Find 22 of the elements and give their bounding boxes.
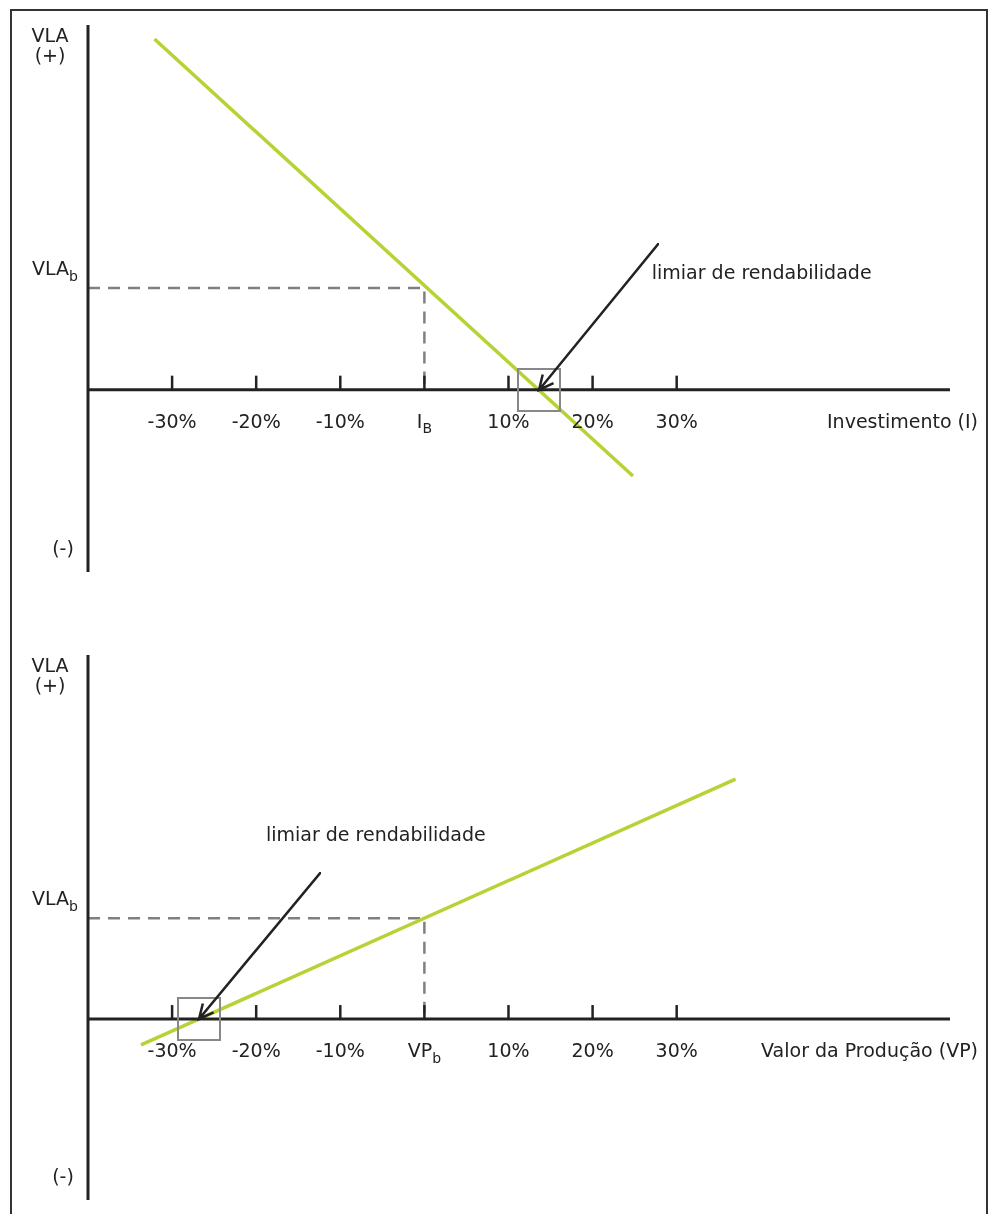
x-tick-label: 30% bbox=[655, 1038, 698, 1061]
annotation: limiar de rendabilidade bbox=[265, 822, 486, 845]
x-tick-label: -20% bbox=[231, 409, 281, 432]
text: (-) bbox=[52, 536, 74, 559]
x-tick-label: 30% bbox=[655, 409, 698, 432]
annotation: limiar de rendabilidade bbox=[651, 260, 872, 283]
x-axis-title: Investimento (I) bbox=[827, 409, 979, 432]
x-tick-label: -30% bbox=[147, 1038, 197, 1061]
y-axis-title: VLA bbox=[31, 23, 69, 46]
x-tick-label: -20% bbox=[231, 1038, 281, 1061]
x-tick-label: 10% bbox=[487, 1038, 530, 1061]
x-tick-label: 20% bbox=[571, 409, 614, 432]
x-tick-label: -30% bbox=[147, 409, 197, 432]
x-tick-label: -10% bbox=[315, 409, 365, 432]
x-tick-label: -10% bbox=[315, 1038, 365, 1061]
x-axis-title: Valor da Produção (VP) bbox=[761, 1038, 979, 1061]
y-axis-title: VLA bbox=[31, 653, 69, 676]
text: (+) bbox=[34, 43, 66, 66]
x-tick-label: 20% bbox=[571, 1038, 614, 1061]
x-tick-label: 10% bbox=[487, 409, 530, 432]
text: (-) bbox=[52, 1164, 74, 1187]
text: (+) bbox=[34, 673, 66, 696]
